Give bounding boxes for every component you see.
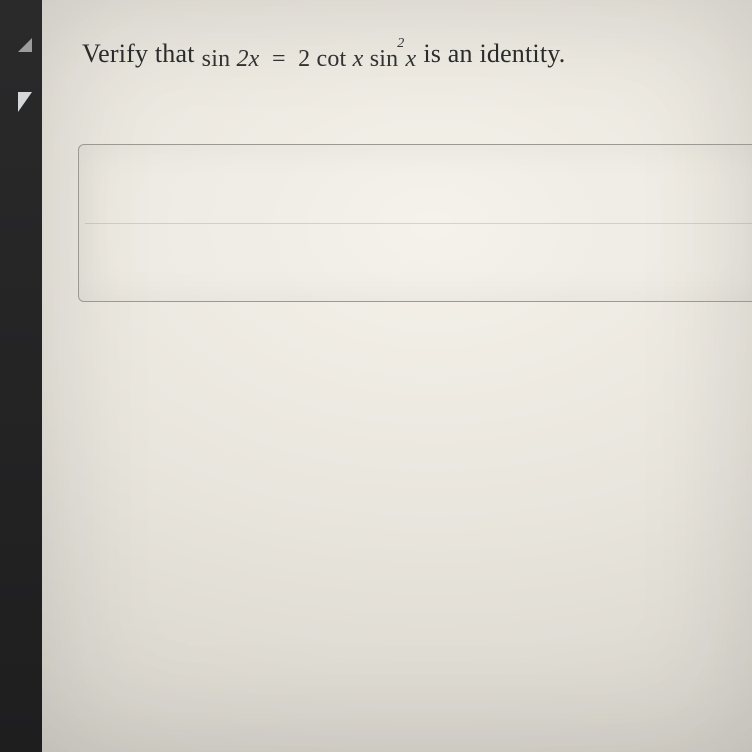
answer-input-box[interactable]: [78, 144, 752, 302]
prompt-lead: Verify that: [82, 36, 195, 71]
rhs-coef: 2: [298, 46, 310, 72]
question-prompt: Verify that sin 2x = 2 cot x sin2x is an…: [82, 36, 752, 71]
rhs-f1: cot: [317, 46, 347, 72]
eq-sign: =: [266, 46, 292, 72]
lhs-func: sin: [202, 46, 231, 72]
outer-frame: Verify that sin 2x = 2 cot x sin2x is an…: [0, 0, 752, 752]
document-page: Verify that sin 2x = 2 cot x sin2x is an…: [42, 0, 752, 752]
rhs-f2: sin: [370, 46, 399, 72]
rhs-sup: 2: [397, 36, 404, 51]
resize-corner-icon: [18, 38, 32, 52]
rhs-v2: x: [406, 46, 417, 72]
prompt-trail: is an identity.: [423, 36, 565, 71]
tool-triangle-icon: [18, 92, 32, 112]
lhs-arg: 2x: [236, 46, 259, 72]
rhs-v1: x: [353, 46, 364, 72]
left-tool-strip: [0, 0, 36, 180]
math-expression: sin 2x = 2 cot x sin2x: [202, 43, 417, 75]
